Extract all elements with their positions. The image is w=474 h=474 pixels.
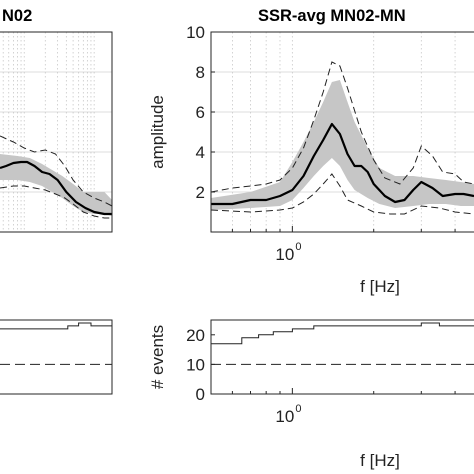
right-amplitude-std-band — [211, 80, 474, 210]
events-axis-label: # events — [148, 325, 167, 389]
right-amplitude-x-ticks: 10 0 — [210, 226, 456, 264]
x-tick-label-exponent: 0 — [295, 241, 301, 253]
right-amplitude-plus-std-line — [211, 61, 474, 193]
left-events-panel — [0, 319, 113, 395]
right-amplitude-y-ticks: 2 4 6 8 10 — [186, 23, 215, 202]
left-amplitude-frequency-gridlines — [2, 32, 95, 232]
y-tick-label: 0 — [196, 385, 205, 404]
left-events-count-line — [0, 322, 112, 330]
y-tick-label: 2 — [196, 183, 205, 202]
y-tick-label: 20 — [186, 326, 205, 345]
left-amplitude-panel: N02 — [0, 7, 113, 233]
y-tick-label: 6 — [196, 103, 205, 122]
right-events-axes-box — [210, 319, 474, 395]
left-amplitude-mean-line — [0, 160, 112, 216]
left-amplitude-axes-box — [0, 31, 113, 233]
right-events-y-ticks: 0 10 20 — [186, 326, 215, 404]
y-tick-label: 4 — [196, 143, 205, 162]
left-amplitude-std-band — [0, 154, 112, 216]
right-amplitude-minus-std-line — [211, 173, 474, 215]
x-tick-label-exponent: 0 — [295, 403, 301, 415]
right-panel-title: SSR-avg MN02-MN — [258, 7, 406, 25]
right-amplitude-axes-box — [210, 31, 474, 233]
left-events-axes-box — [0, 319, 113, 395]
x-tick-label-base: 10 — [275, 245, 294, 264]
events-x-axis-label: f [Hz] — [360, 451, 400, 470]
right-events-count-line — [211, 322, 474, 345]
right-amplitude-mean-line — [211, 122, 474, 206]
right-events-x-ticks: 10 0 — [210, 388, 456, 426]
amplitude-x-axis-label: f [Hz] — [360, 277, 400, 296]
y-tick-label: 10 — [186, 23, 205, 42]
x-tick-label-base: 10 — [275, 407, 294, 426]
y-tick-label: 8 — [196, 63, 205, 82]
right-amplitude-frequency-gridlines — [211, 32, 456, 232]
left-amplitude-minus-std-line — [0, 185, 112, 219]
amplitude-axis-label: amplitude — [148, 95, 167, 169]
left-amplitude-plus-std-line — [0, 135, 112, 207]
left-panel-title: N02 — [2, 7, 32, 25]
y-tick-label: 10 — [186, 355, 205, 374]
